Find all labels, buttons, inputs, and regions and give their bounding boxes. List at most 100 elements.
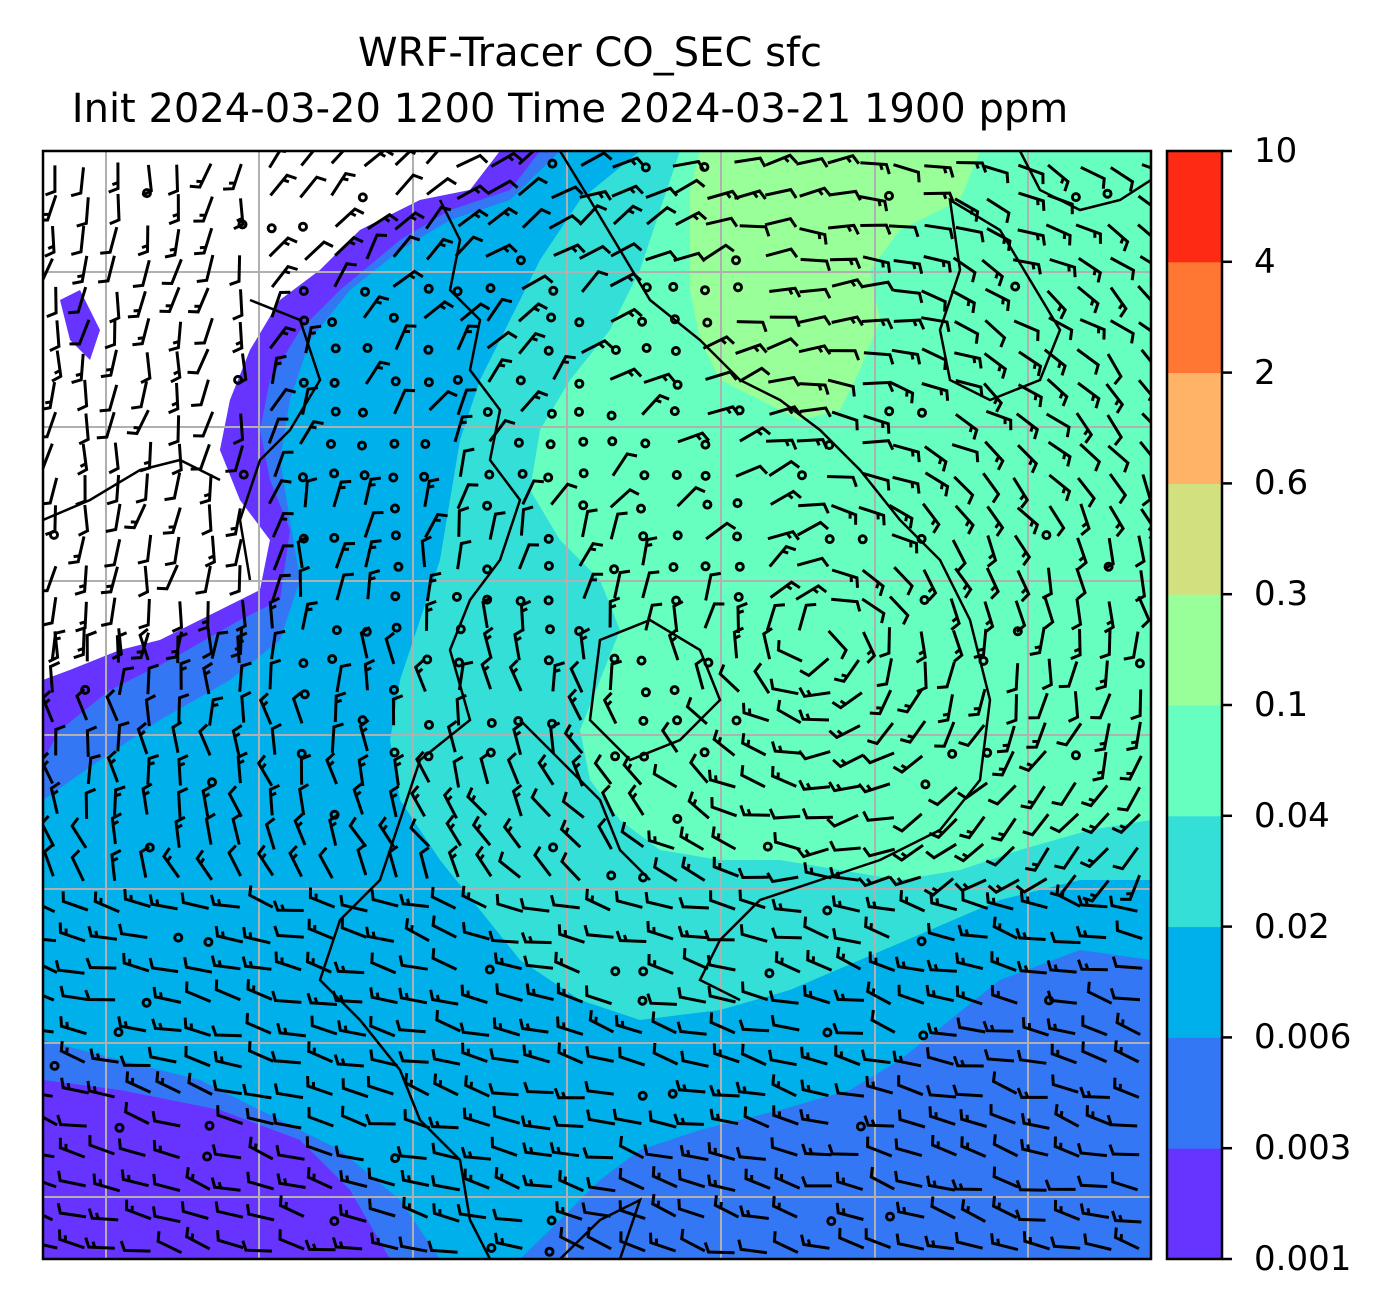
wind-barb — [713, 1195, 740, 1219]
wind-barb — [893, 259, 924, 275]
wind-barb — [463, 1168, 490, 1190]
wind-barb — [954, 567, 973, 599]
wind-barb — [425, 237, 454, 261]
wind-barb — [199, 474, 213, 505]
wind-barb — [328, 813, 339, 846]
wind-barb — [869, 689, 893, 716]
wind-barb — [367, 1167, 396, 1187]
wind-barb — [832, 928, 862, 945]
wind-barb — [888, 224, 920, 238]
wind-barb — [831, 278, 865, 289]
wind-barb — [71, 353, 85, 385]
wind-barb — [1047, 440, 1072, 467]
wind-barb — [776, 639, 803, 663]
wind-barb — [125, 1199, 152, 1221]
wind-barb — [578, 541, 604, 567]
wind-barb — [799, 186, 832, 198]
wind-barb — [667, 628, 680, 661]
wind-barb — [148, 957, 179, 974]
wind-barb — [990, 984, 1018, 1005]
wind-barb — [768, 459, 801, 477]
wind-barb — [739, 924, 768, 943]
wind-barb — [1086, 981, 1113, 1005]
wind-barb — [619, 1231, 646, 1253]
wind-barb — [709, 1108, 739, 1126]
wind-barb — [392, 269, 424, 288]
wind-barb — [453, 414, 473, 443]
wind-barb — [1044, 1179, 1076, 1191]
wind-barb — [799, 1109, 829, 1125]
wind-barb — [682, 948, 709, 971]
wind-barb — [490, 151, 523, 168]
wind-barb — [363, 658, 376, 691]
calm-marker — [699, 162, 710, 172]
wind-barb — [307, 1106, 334, 1128]
wind-barb — [582, 1147, 614, 1160]
calm-marker — [885, 1211, 895, 1222]
wind-barb — [340, 917, 368, 939]
wind-barb — [185, 1167, 211, 1191]
colorbar-tick-label: 0.003 — [1254, 1128, 1352, 1169]
wind-barb — [738, 1019, 770, 1033]
wind-barb — [518, 1018, 549, 1034]
calm-marker — [144, 842, 155, 853]
wind-barb — [803, 985, 831, 1005]
wind-barb — [643, 372, 677, 384]
wind-barb — [897, 984, 925, 1005]
wind-barb — [862, 439, 895, 451]
wind-barb — [831, 691, 863, 710]
wind-barb — [768, 544, 797, 568]
wind-barb — [495, 983, 523, 1002]
wind-barb — [278, 1195, 305, 1218]
calm-marker — [636, 503, 646, 514]
wind-barb — [410, 785, 426, 818]
wind-barb — [597, 817, 613, 850]
calm-marker — [916, 936, 927, 947]
wind-barb — [488, 930, 519, 944]
wind-barb — [85, 957, 117, 970]
wind-barb — [1126, 721, 1142, 752]
calm-marker — [1134, 658, 1145, 669]
wind-barb — [618, 1200, 646, 1221]
wind-barb — [614, 1015, 643, 1035]
wind-barb — [268, 658, 282, 690]
wind-barb — [486, 330, 518, 350]
wind-barb — [593, 754, 613, 785]
wind-barb — [176, 632, 188, 664]
wind-barb — [124, 1101, 150, 1125]
wind-barb — [213, 1050, 243, 1069]
calm-marker — [574, 378, 585, 389]
wind-barb — [59, 1016, 87, 1036]
wind-barb — [521, 207, 552, 229]
calm-marker — [606, 410, 617, 421]
wind-barb — [740, 733, 767, 757]
wind-barb — [1077, 959, 1108, 972]
wind-barb — [1012, 258, 1042, 275]
wind-barb — [246, 1171, 275, 1191]
wind-barb — [1006, 694, 1018, 725]
wind-barb — [585, 888, 611, 912]
wind-barb — [236, 751, 248, 784]
wind-barb — [58, 922, 86, 943]
wind-barb — [195, 565, 212, 595]
wind-barb — [84, 1237, 115, 1250]
wind-barb — [201, 784, 213, 817]
wind-barb — [799, 227, 828, 245]
wind-barb — [300, 151, 316, 167]
wind-barb — [1049, 931, 1081, 945]
calm-marker — [485, 283, 496, 294]
wind-barb — [43, 194, 58, 222]
wind-barb — [681, 856, 706, 882]
calm-marker — [298, 658, 309, 669]
wind-barb — [985, 892, 1014, 911]
wind-barb — [161, 258, 183, 286]
wind-barb — [860, 161, 891, 175]
wind-barb — [673, 178, 706, 195]
wind-barb — [425, 151, 446, 165]
calm-marker — [202, 1151, 213, 1162]
wind-barb — [177, 754, 189, 786]
wind-barb — [1080, 784, 1109, 808]
wind-barb — [365, 233, 388, 260]
wind-barb — [227, 785, 243, 818]
wind-barb — [517, 176, 548, 197]
